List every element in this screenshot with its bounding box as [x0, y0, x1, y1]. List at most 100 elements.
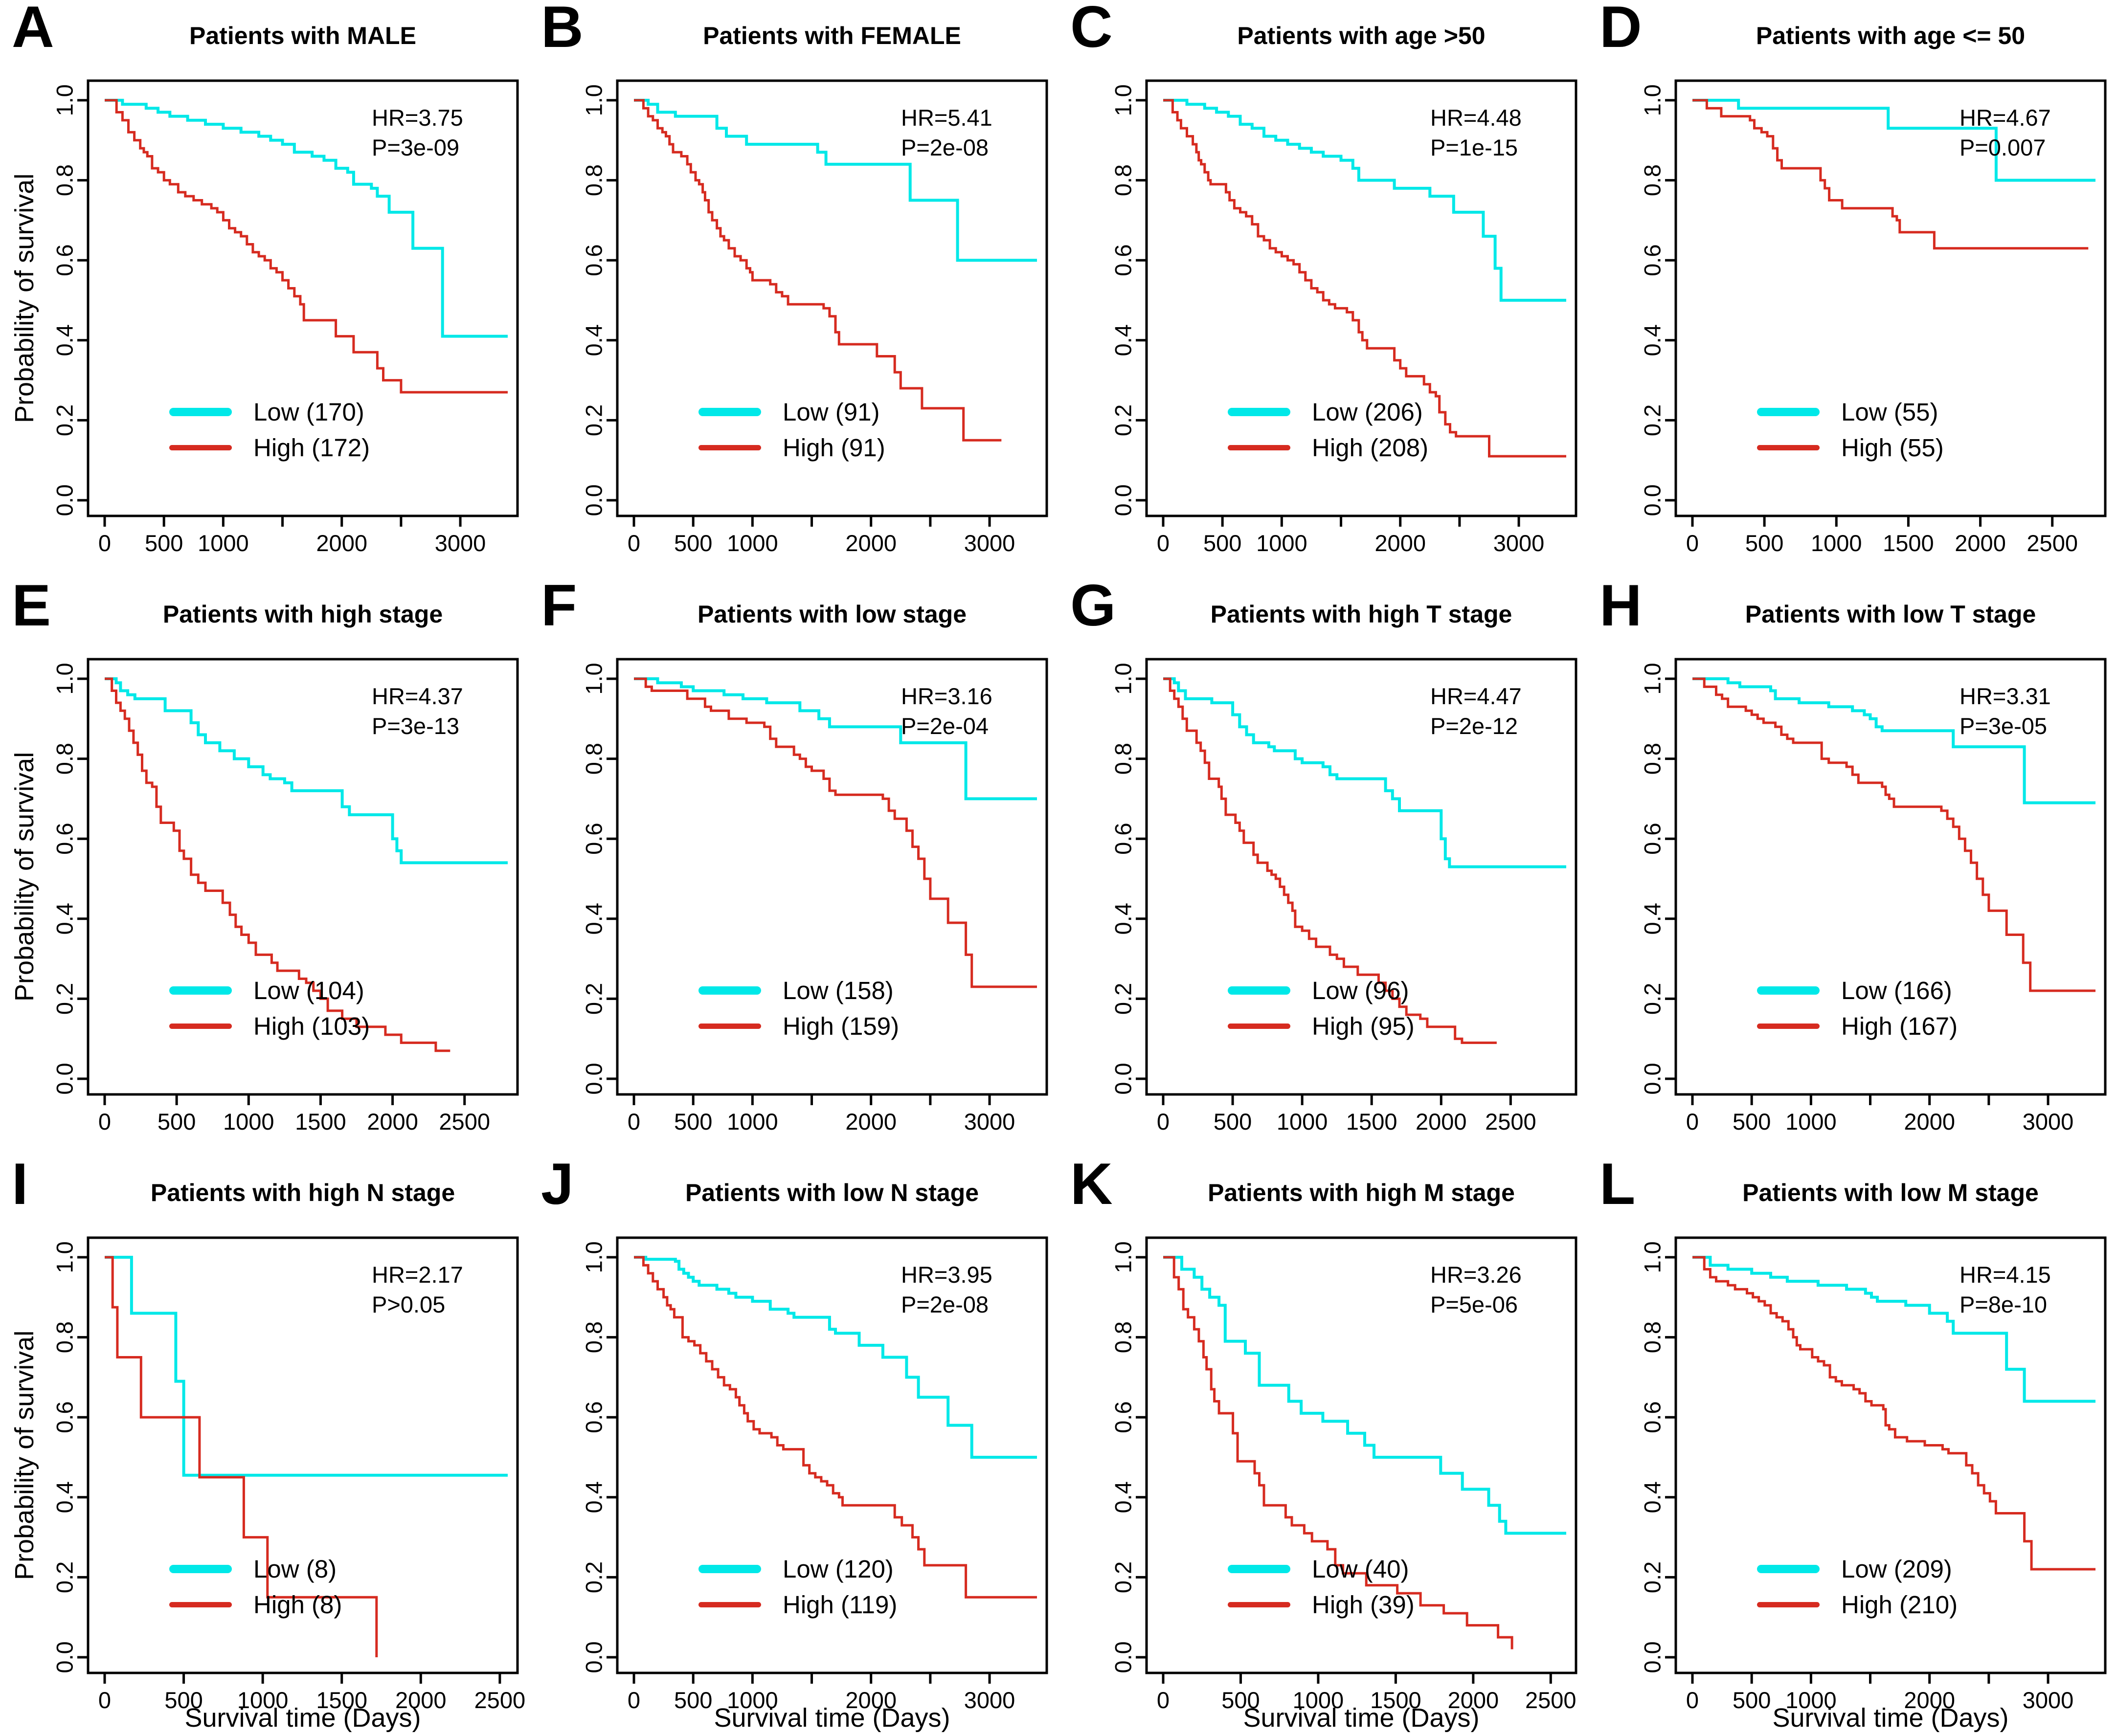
hr-p-annotation: HR=4.15 P=8e-10	[1959, 1260, 2051, 1319]
km-plot-canvas: 0.0 0.2 0.4 0.6 0.8 1.0 0 500 1000 1500 2000 2500	[1110, 658, 1577, 1135]
high-series-swatch	[169, 445, 232, 450]
high-series-label: High (91)	[783, 434, 885, 462]
high-series-label: High (8)	[253, 1591, 342, 1619]
x-tick-label: 3000	[2023, 1109, 2074, 1135]
low-series-label: Low (96)	[1312, 977, 1409, 1004]
x-axis-title: Survival time (Days)	[1772, 1703, 2009, 1733]
x-axis-title: Survival time (Days)	[1243, 1703, 1480, 1733]
x-tick-label: 3000	[964, 1109, 1015, 1135]
high-series-swatch	[1228, 1024, 1290, 1029]
p-value: P=2e-04	[901, 713, 989, 739]
x-tick-label: 3000	[435, 530, 486, 556]
y-tick-label: 0.6	[1640, 245, 1666, 276]
p-value: P=5e-06	[1430, 1291, 1518, 1317]
low-series-swatch	[1757, 408, 1820, 416]
panel-letter: L	[1599, 1151, 1635, 1217]
y-tick-label: 0.6	[52, 1402, 78, 1433]
y-axis-title: Probability of survival	[10, 173, 39, 423]
high-series-label: High (95)	[1312, 1012, 1415, 1040]
y-tick-label: 0.2	[581, 983, 607, 1015]
legend: Low (206) High (208)	[1228, 394, 1428, 466]
x-tick-label: 2500	[474, 1687, 526, 1713]
high-survival-curve	[1692, 1256, 2095, 1571]
x-tick-label: 2500	[439, 1109, 490, 1135]
x-tick-label: 1000	[198, 530, 249, 556]
low-survival-curve	[105, 1256, 508, 1477]
x-tick-label: 0	[628, 530, 640, 556]
y-tick-label: 0.6	[581, 245, 607, 276]
x-tick-label: 1000	[727, 1687, 778, 1713]
high-survival-curve	[105, 1256, 378, 1657]
km-plot-canvas: 0.0 0.2 0.4 0.6 0.8 1.0 0 500 1000 1500 2000 2500	[1640, 79, 2107, 556]
low-series-swatch	[1228, 1565, 1290, 1573]
x-tick-label: 2500	[1485, 1109, 1536, 1135]
p-value: P=2e-08	[901, 134, 989, 160]
panel-letter: E	[12, 573, 51, 638]
x-tick-label: 500	[1203, 530, 1241, 556]
x-tick-label: 1000	[223, 1109, 274, 1135]
x-tick-label: 3000	[964, 1687, 1015, 1713]
low-series-label: Low (170)	[253, 398, 364, 426]
low-survival-curve	[1163, 677, 1566, 868]
y-tick-label: 1.0	[581, 663, 607, 694]
low-series-swatch	[169, 408, 232, 416]
hr-value: HR=4.48	[1430, 105, 1522, 131]
low-survival-curve	[1692, 677, 2095, 804]
panel-h: H Patients with low T stage 0.0 0.2 0.4 0.6…	[1588, 573, 2117, 1157]
km-plot-canvas: 0.0 0.2 0.4 0.6 0.8 1.0 0 500 1000 2000 3000	[581, 1236, 1048, 1713]
x-tick-label: 2000	[845, 530, 897, 556]
x-tick-label: 2000	[845, 1687, 897, 1713]
x-tick-label: 0	[1157, 530, 1170, 556]
y-tick-label: 0.2	[52, 1561, 78, 1593]
y-tick-label: 0.8	[1110, 164, 1136, 196]
x-tick-label: 500	[674, 530, 712, 556]
panel-letter: J	[541, 1151, 574, 1217]
hr-value: HR=3.31	[1959, 683, 2051, 709]
y-tick-label: 1.0	[1640, 1241, 1666, 1273]
y-tick-label: 0.2	[581, 404, 607, 436]
km-plot-canvas: 0.0 0.2 0.4 0.6 0.8 1.0 0 500 1000 2000 3000	[52, 79, 519, 556]
legend-row-high: High (208)	[1228, 430, 1428, 466]
x-tick-label: 500	[1214, 1109, 1252, 1135]
km-plot-canvas: 0.0 0.2 0.4 0.6 0.8 1.0 0 500 1000 1500 2000 2500	[52, 658, 519, 1135]
low-survival-curve	[105, 99, 508, 338]
x-tick-label: 1000	[1293, 1687, 1344, 1713]
hr-p-annotation: HR=4.67 P=0.007	[1959, 103, 2051, 162]
x-tick-label: 2000	[845, 1109, 897, 1135]
low-series-label: Low (8)	[253, 1555, 337, 1583]
y-tick-label: 0.2	[1640, 1561, 1666, 1593]
y-tick-label: 0.4	[1110, 1481, 1136, 1513]
legend: Low (209) High (210)	[1757, 1551, 1958, 1623]
legend-row-low: Low (206)	[1228, 394, 1428, 430]
legend-row-high: High (91)	[698, 430, 885, 466]
hr-p-annotation: HR=4.37 P=3e-13	[372, 681, 463, 741]
low-series-label: Low (209)	[1841, 1555, 1952, 1583]
y-tick-label: 1.0	[52, 663, 78, 694]
x-tick-label: 1500	[1346, 1109, 1397, 1135]
x-tick-label: 1500	[295, 1109, 346, 1135]
legend: Low (120) High (119)	[698, 1551, 897, 1623]
low-series-label: Low (104)	[253, 977, 364, 1004]
low-series-label: Low (40)	[1312, 1555, 1409, 1583]
y-tick-label: 0.8	[1640, 1321, 1666, 1353]
low-series-label: Low (91)	[783, 398, 880, 426]
x-tick-label: 3000	[964, 530, 1015, 556]
low-series-swatch	[1757, 986, 1820, 995]
panel-a: A Patients with MALE 0.0 0.2 0.4 0.6 0.8 1.0 0…	[0, 0, 529, 579]
y-tick-label: 0.6	[52, 245, 78, 276]
p-value: P=2e-12	[1430, 713, 1518, 739]
panel-letter: B	[541, 0, 584, 60]
x-tick-label: 1000	[237, 1687, 289, 1713]
hr-value: HR=4.15	[1959, 1262, 2051, 1288]
x-tick-label: 1000	[1256, 530, 1307, 556]
high-survival-curve	[634, 677, 1037, 988]
km-plot-canvas: 0.0 0.2 0.4 0.6 0.8 1.0 0 500 1000 2000 3000	[581, 79, 1048, 556]
x-tick-label: 2000	[367, 1109, 418, 1135]
panel-title: Patients with low stage	[697, 601, 967, 628]
x-tick-label: 1000	[1811, 530, 1862, 556]
legend-row-low: Low (40)	[1228, 1551, 1415, 1587]
y-tick-label: 0.2	[1640, 404, 1666, 436]
y-tick-label: 1.0	[1110, 663, 1136, 694]
panel-title: Patients with low M stage	[1742, 1179, 2039, 1206]
low-series-label: Low (55)	[1841, 398, 1938, 426]
